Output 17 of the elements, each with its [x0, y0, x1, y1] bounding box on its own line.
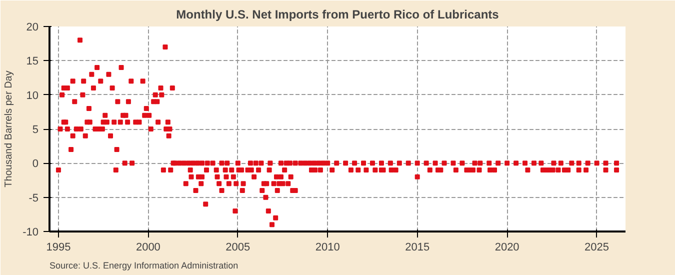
- x-tick-label: 1995: [46, 242, 71, 254]
- x-tick-label: 2020: [494, 242, 520, 254]
- x-tick-label: 2010: [315, 242, 340, 254]
- x-tick-label: 2025: [584, 242, 610, 254]
- x-tick-label: 2000: [136, 242, 160, 254]
- y-tick-label: 15: [26, 56, 39, 68]
- y-axis-title: Thousand Barrels per Day: [4, 70, 15, 188]
- x-tick-label: 2005: [226, 242, 250, 254]
- y-tick-label: 0: [32, 158, 39, 170]
- source-note: Source: U.S. Energy Information Administration: [50, 260, 238, 270]
- y-tick-label: 10: [26, 90, 39, 102]
- y-tick-label: -5: [28, 192, 38, 204]
- y-tick-label: -10: [22, 226, 39, 238]
- x-tick-label: 2015: [405, 242, 430, 254]
- chart-title: Monthly U.S. Net Imports from Puerto Rico of Lubricants: [176, 8, 500, 22]
- y-tick-label: 20: [26, 22, 39, 34]
- y-tick-label: 5: [32, 124, 39, 136]
